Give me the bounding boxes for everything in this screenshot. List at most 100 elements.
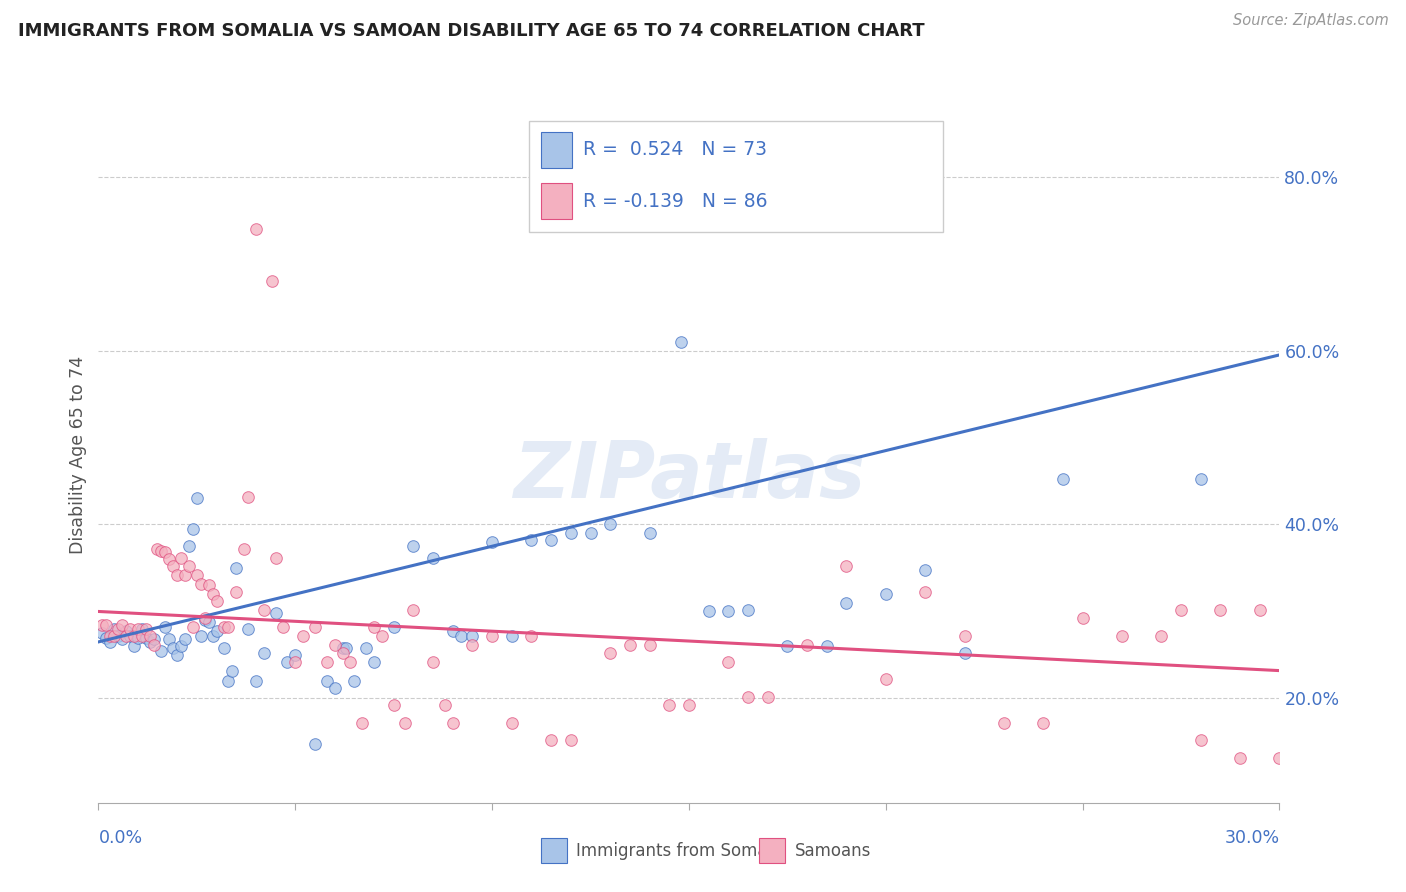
Point [323, 681, 346, 695]
Point [103, 622, 125, 636]
Point [127, 622, 149, 636]
Point [619, 638, 641, 652]
Point [501, 715, 523, 730]
Point [335, 640, 357, 655]
Text: Immigrants from Somalia: Immigrants from Somalia [576, 842, 787, 860]
Point [638, 526, 661, 541]
Point [186, 491, 208, 506]
Point [253, 603, 276, 617]
Point [118, 629, 141, 643]
Point [127, 631, 149, 645]
Point [96, 631, 118, 645]
Point [599, 646, 621, 660]
Point [875, 587, 897, 601]
Point [107, 629, 129, 643]
Point [717, 605, 740, 619]
Text: 0.0%: 0.0% [98, 829, 142, 847]
Point [115, 624, 138, 638]
Text: R = -0.139   N = 86: R = -0.139 N = 86 [583, 192, 768, 211]
Point [441, 715, 464, 730]
Point [155, 545, 177, 559]
Point [1209, 603, 1232, 617]
Point [107, 622, 129, 636]
Point [162, 640, 184, 655]
Point [205, 624, 228, 638]
Point [201, 629, 224, 643]
Point [450, 629, 472, 643]
Point [260, 274, 283, 288]
Point [138, 635, 160, 649]
Point [157, 552, 180, 566]
Text: R =  0.524   N = 73: R = 0.524 N = 73 [583, 140, 766, 160]
Point [993, 715, 1015, 730]
Point [91, 626, 114, 640]
Point [717, 655, 740, 669]
Point [98, 635, 121, 649]
Point [540, 733, 562, 747]
Point [142, 632, 165, 647]
Point [354, 640, 377, 655]
Point [150, 643, 173, 657]
Point [363, 620, 385, 634]
Point [264, 606, 287, 620]
Point [382, 698, 405, 713]
Point [1229, 750, 1251, 764]
Point [422, 655, 444, 669]
Point [217, 674, 239, 689]
Point [815, 639, 838, 653]
Point [292, 629, 315, 643]
Point [304, 737, 326, 751]
Point [481, 534, 503, 549]
Point [402, 603, 425, 617]
Point [737, 690, 759, 704]
Point [131, 622, 153, 636]
Point [155, 620, 177, 634]
Point [394, 715, 416, 730]
Point [131, 629, 153, 643]
Point [190, 576, 212, 591]
Point [122, 639, 145, 653]
Point [284, 648, 307, 662]
Point [737, 603, 759, 617]
Point [214, 620, 236, 634]
Point [225, 561, 247, 575]
Point [1189, 472, 1212, 486]
Point [166, 648, 188, 662]
Point [756, 690, 779, 704]
Text: Source: ZipAtlas.com: Source: ZipAtlas.com [1233, 13, 1389, 29]
Point [217, 620, 239, 634]
Point [138, 629, 160, 643]
Point [339, 655, 361, 669]
Point [96, 617, 118, 632]
Point [875, 673, 897, 687]
Point [835, 559, 858, 574]
Point [914, 563, 936, 577]
Point [1032, 715, 1054, 730]
Point [441, 624, 464, 638]
Point [315, 674, 337, 689]
Point [560, 733, 582, 747]
Point [245, 674, 267, 689]
Point [352, 715, 374, 730]
Point [835, 596, 858, 610]
Point [914, 585, 936, 599]
Point [236, 622, 259, 636]
Point [1170, 603, 1192, 617]
Point [186, 568, 208, 582]
Point [225, 585, 247, 599]
Point [236, 490, 259, 504]
Point [118, 622, 141, 636]
Point [103, 629, 125, 643]
Point [323, 638, 346, 652]
Point [501, 629, 523, 643]
Point [166, 568, 188, 582]
Point [245, 222, 267, 236]
Point [91, 617, 114, 632]
Point [174, 632, 197, 647]
Point [304, 620, 326, 634]
Y-axis label: Disability Age 65 to 74: Disability Age 65 to 74 [69, 356, 87, 554]
Point [111, 617, 134, 632]
Point [122, 629, 145, 643]
Point [177, 559, 200, 574]
Point [669, 334, 692, 349]
